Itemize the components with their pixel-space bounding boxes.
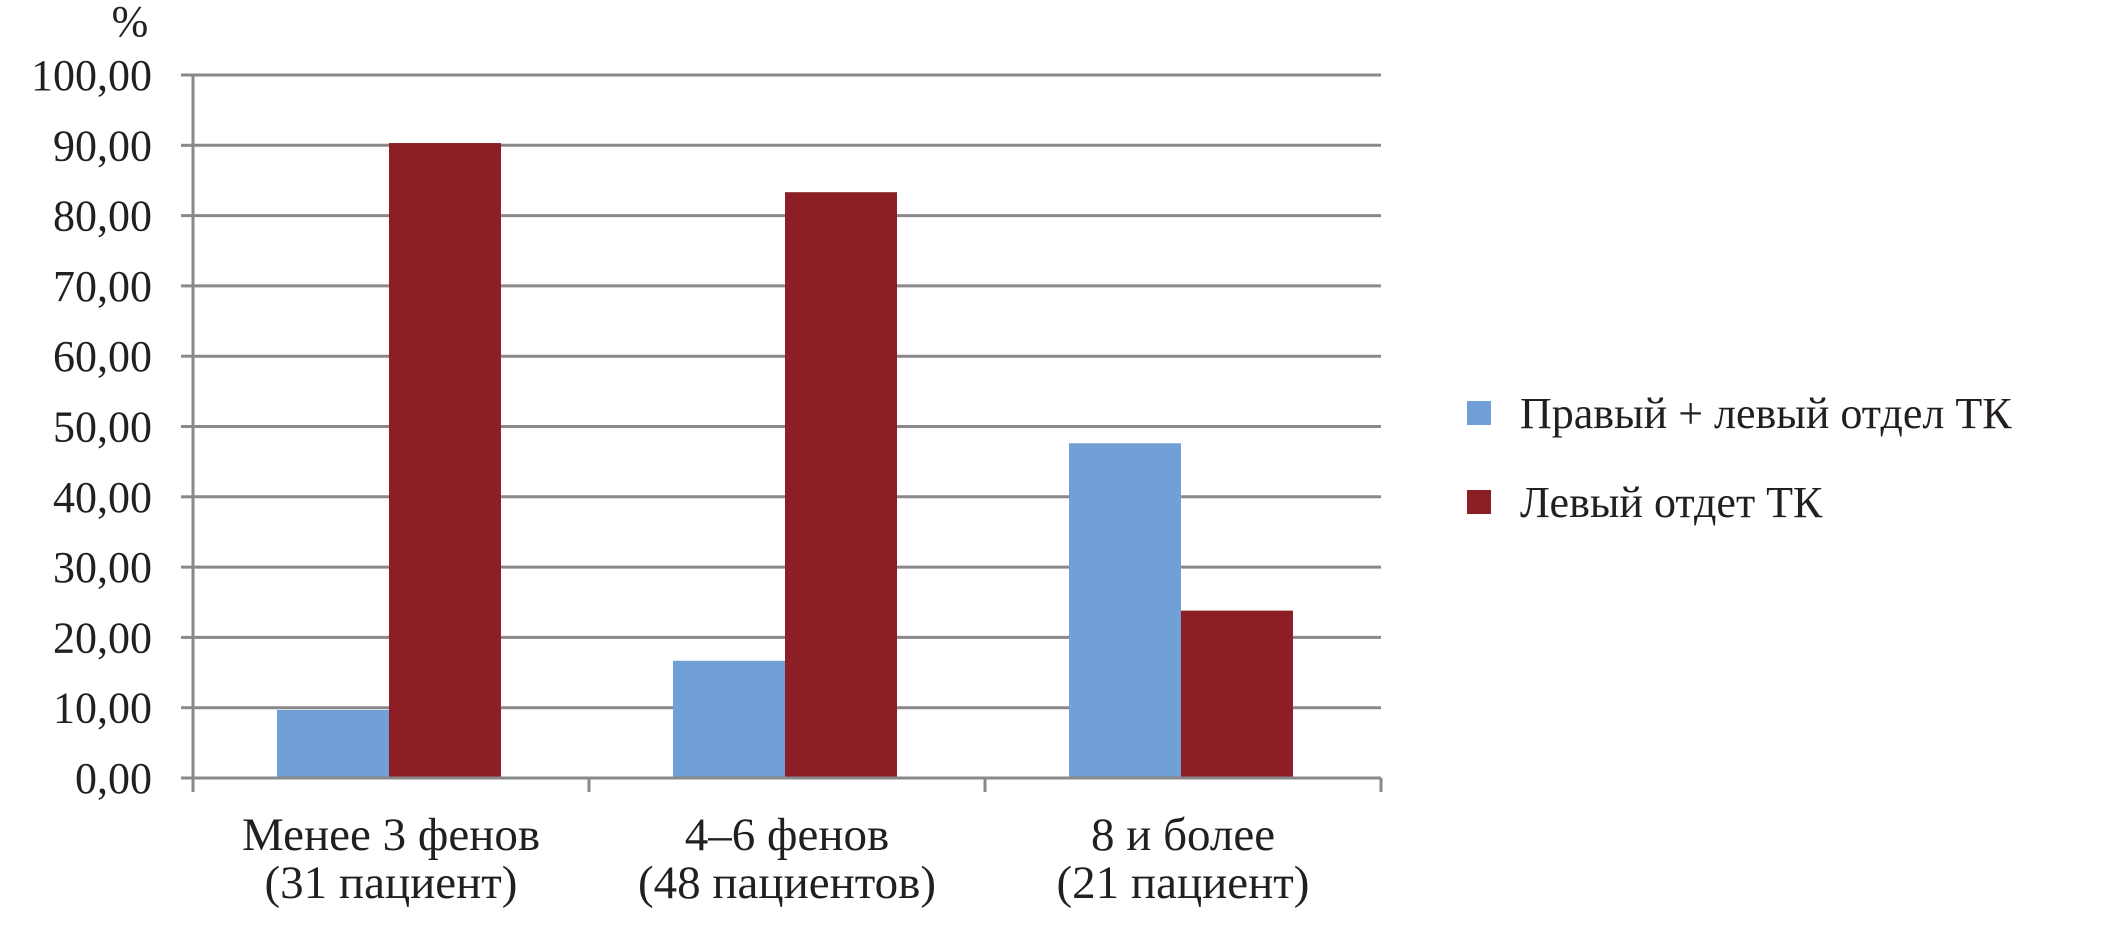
bar-2-1	[389, 143, 501, 778]
bar-2-2	[785, 192, 897, 779]
bars	[277, 143, 1293, 779]
legend-entry-label: Левый отдет ТК	[1520, 478, 1823, 527]
category-label: 8 и более (21 пациент)	[1057, 809, 1310, 909]
y-tick-labels: 0,00 10,00 20,00 30,00 40,00 50,00 60,00 70,00 8…	[31, 51, 152, 803]
y-tick-label: 20,00	[53, 613, 152, 662]
bar-1-2	[673, 660, 785, 778]
y-tick-label: 90,00	[53, 121, 152, 170]
y-tick-label: 10,00	[53, 684, 152, 733]
y-tick-label: 30,00	[53, 543, 152, 592]
category-label: 4–6 фенов (48 пациентов)	[638, 809, 936, 909]
y-tick-label: 50,00	[53, 403, 152, 452]
bar-2-3	[1181, 610, 1293, 778]
axes	[181, 73, 1383, 792]
bar-1-1	[277, 709, 389, 778]
category-label: Менее 3 фенов (31 пациент)	[242, 809, 540, 909]
y-tick-label: 100,00	[31, 51, 152, 100]
y-tick-label: 40,00	[53, 473, 152, 522]
y-tick-label: 0,00	[75, 754, 152, 803]
legend: Правый + левый отдел ТК Левый отдет ТК	[1467, 389, 2012, 527]
y-tick-label: 70,00	[53, 262, 152, 311]
y-tick-label: 60,00	[53, 332, 152, 381]
legend-entry-label: Правый + левый отдел ТК	[1520, 389, 2012, 438]
category-labels: Менее 3 фенов (31 пациент) 4–6 фенов (48 па…	[242, 809, 1310, 909]
bar-1-3	[1069, 443, 1181, 778]
y-axis-unit-label: %	[112, 0, 149, 46]
legend-swatch	[1467, 401, 1491, 425]
y-tick-label: 80,00	[53, 192, 152, 241]
legend-swatch	[1467, 490, 1491, 514]
